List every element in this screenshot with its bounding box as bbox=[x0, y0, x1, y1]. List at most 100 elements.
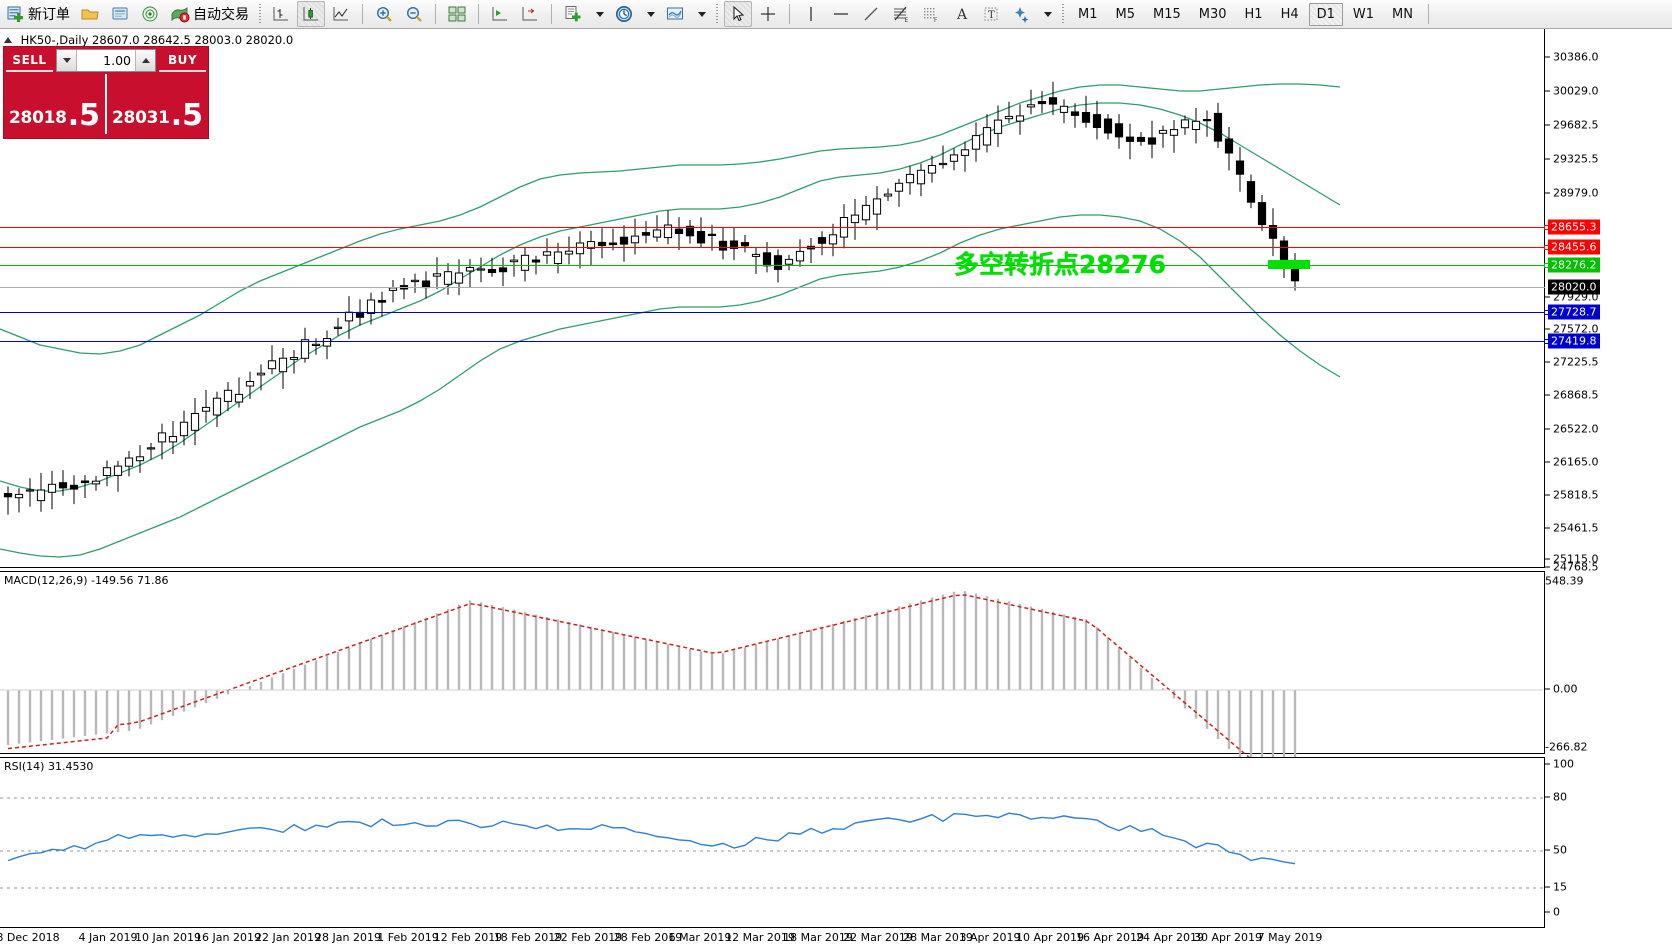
price-level-label[interactable]: 27728.7 bbox=[1548, 304, 1600, 320]
price-level-label[interactable]: 28455.6 bbox=[1548, 239, 1600, 255]
date-tick: 6 Mar 2019 bbox=[668, 931, 732, 944]
new-order-button[interactable]: 新订单 bbox=[1, 1, 74, 27]
resistance-line-28655[interactable] bbox=[0, 225, 1549, 230]
horizontal-line-button[interactable] bbox=[827, 1, 855, 27]
trendline-button[interactable] bbox=[857, 1, 885, 27]
price-axis[interactable]: 30386.0 30029.0 29682.5 29325.5 28979.0 27929… bbox=[1545, 29, 1672, 574]
crosshair-button[interactable] bbox=[754, 1, 782, 27]
timeframe-group: M1 M5 M15 M30 H1 H4 D1 W1 MN bbox=[1069, 2, 1422, 26]
price-tick: 24768.5 bbox=[1545, 561, 1599, 574]
sell-button[interactable]: SELL bbox=[6, 49, 53, 72]
vertical-line-button[interactable] bbox=[797, 1, 825, 27]
macd-axis[interactable]: 548.39 0.00 -266.82 bbox=[1545, 571, 1672, 754]
date-tick: 22 Feb 2019 bbox=[553, 931, 623, 944]
line-chart-button[interactable] bbox=[327, 1, 355, 27]
date-tick: 24 Apr 2019 bbox=[1135, 931, 1205, 944]
sell-price-cell[interactable]: 28018 .5 bbox=[4, 74, 107, 134]
volume-decrease-button[interactable] bbox=[57, 50, 77, 71]
toolbar-separator-6 bbox=[716, 4, 718, 24]
symbol-ohlc-text: HK50-,Daily 28607.0 28642.5 28003.0 2802… bbox=[20, 33, 294, 47]
chevron-down-icon bbox=[1044, 11, 1052, 17]
text-label-button[interactable]: T bbox=[977, 1, 1005, 27]
price-pane[interactable]: 多空转折点28276 bbox=[0, 29, 1549, 568]
indicators-button[interactable] bbox=[559, 1, 587, 27]
volume-increase-button[interactable] bbox=[135, 50, 155, 71]
date-axis[interactable]: 8 Dec 2018 4 Jan 2019 10 Jan 2019 16 Jan 20… bbox=[0, 928, 1545, 951]
auto-scroll-button[interactable] bbox=[516, 1, 544, 27]
cursor-button[interactable] bbox=[724, 1, 752, 27]
tile-windows-button[interactable] bbox=[443, 1, 471, 27]
rsi-axis[interactable]: 100 80 50 15 0 bbox=[1545, 757, 1672, 928]
terminal-button[interactable] bbox=[106, 1, 134, 27]
buy-price-cell[interactable]: 28031 .5 bbox=[107, 74, 208, 134]
timeframe-h1[interactable]: H1 bbox=[1244, 6, 1263, 22]
autotrade-icon bbox=[170, 4, 190, 24]
templates-button[interactable] bbox=[661, 1, 689, 27]
date-tick: 12 Mar 2019 bbox=[725, 931, 795, 944]
new-order-icon bbox=[5, 4, 25, 24]
price-tick: 26522.0 bbox=[1545, 423, 1599, 436]
timeframe-m30[interactable]: M30 bbox=[1198, 6, 1227, 22]
one-click-trading-panel[interactable]: SELL 1.00 BUY 28018 .5 bbox=[3, 46, 209, 139]
timeframe-m15[interactable]: M15 bbox=[1153, 6, 1181, 22]
macd-label: MACD(12,26,9) -149.56 71.86 bbox=[4, 574, 169, 587]
volume-value[interactable]: 1.00 bbox=[103, 53, 131, 68]
date-tick: 18 Feb 2019 bbox=[493, 931, 563, 944]
fibonacci-fan-button[interactable]: F bbox=[917, 1, 945, 27]
pivot-line-28276[interactable] bbox=[0, 263, 1549, 268]
timeframe-m5[interactable]: M5 bbox=[1115, 6, 1136, 22]
price-tick: 25461.5 bbox=[1545, 522, 1599, 535]
text-button[interactable]: A bbox=[947, 1, 975, 27]
autotrade-button[interactable]: 自动交易 bbox=[166, 1, 253, 27]
date-tick: 7 May 2019 bbox=[1257, 931, 1323, 944]
date-tick: 22 Mar 2019 bbox=[843, 931, 913, 944]
volume-stepper[interactable]: 1.00 bbox=[56, 49, 156, 72]
folder-button[interactable] bbox=[76, 1, 104, 27]
line-chart-icon bbox=[331, 4, 351, 24]
support-line-27419[interactable] bbox=[0, 339, 1549, 344]
price-level-label[interactable]: 28655.3 bbox=[1548, 219, 1600, 235]
zoom-out-button[interactable] bbox=[400, 1, 428, 27]
svg-text:T: T bbox=[988, 10, 995, 21]
price-level-label[interactable]: 27419.8 bbox=[1548, 333, 1600, 349]
date-tick: 16 Jan 2019 bbox=[195, 931, 261, 944]
zoom-in-button[interactable] bbox=[370, 1, 398, 27]
period-button[interactable] bbox=[610, 1, 638, 27]
candlestick-chart-button[interactable] bbox=[297, 1, 325, 27]
date-tick: 12 Feb 2019 bbox=[433, 931, 503, 944]
support-line-27728[interactable] bbox=[0, 310, 1549, 315]
timeframe-w1[interactable]: W1 bbox=[1352, 6, 1375, 22]
text-icon: A bbox=[951, 4, 971, 24]
price-level-label[interactable]: 28276.2 bbox=[1548, 257, 1600, 273]
objects-dropdown[interactable] bbox=[1037, 1, 1056, 27]
price-level-label[interactable]: 28020.0 bbox=[1548, 279, 1600, 295]
bar-chart-button[interactable] bbox=[267, 1, 295, 27]
fibonacci-button[interactable]: E bbox=[887, 1, 915, 27]
pivot-annotation[interactable]: 多空转折点28276 bbox=[954, 250, 1166, 279]
objects-button[interactable] bbox=[1007, 1, 1035, 27]
caret-up-icon bbox=[141, 58, 150, 63]
date-tick: 28 Jan 2019 bbox=[315, 931, 381, 944]
chart-window: 多空转折点28276 MACD(12,26,9) -149.56 71.86 R… bbox=[0, 29, 1672, 951]
timeframe-d1[interactable]: D1 bbox=[1308, 2, 1343, 26]
macd-pane[interactable]: MACD(12,26,9) -149.56 71.86 bbox=[0, 571, 1545, 810]
rsi-pane[interactable]: RSI(14) 31.4530 bbox=[0, 757, 1545, 928]
resistance-line-28455[interactable] bbox=[0, 245, 1549, 250]
timeframe-mn[interactable]: MN bbox=[1392, 6, 1413, 22]
collapse-triangle-icon[interactable] bbox=[4, 37, 12, 43]
buy-button[interactable]: BUY bbox=[159, 49, 206, 72]
navigator-button[interactable] bbox=[136, 1, 164, 27]
terminal-icon bbox=[110, 4, 130, 24]
period-icon bbox=[614, 4, 634, 24]
price-tick: 26868.5 bbox=[1545, 389, 1599, 402]
bar-chart-icon bbox=[271, 4, 291, 24]
indicators-dropdown[interactable] bbox=[589, 1, 608, 27]
period-dropdown[interactable] bbox=[640, 1, 659, 27]
timeframe-h4[interactable]: H4 bbox=[1280, 6, 1299, 22]
templates-dropdown[interactable] bbox=[691, 1, 710, 27]
timeframe-m1[interactable]: M1 bbox=[1078, 6, 1098, 22]
zoom-in-icon bbox=[374, 4, 394, 24]
date-tick: 16 Apr 2019 bbox=[1075, 931, 1145, 944]
chart-shift-button[interactable] bbox=[486, 1, 514, 27]
